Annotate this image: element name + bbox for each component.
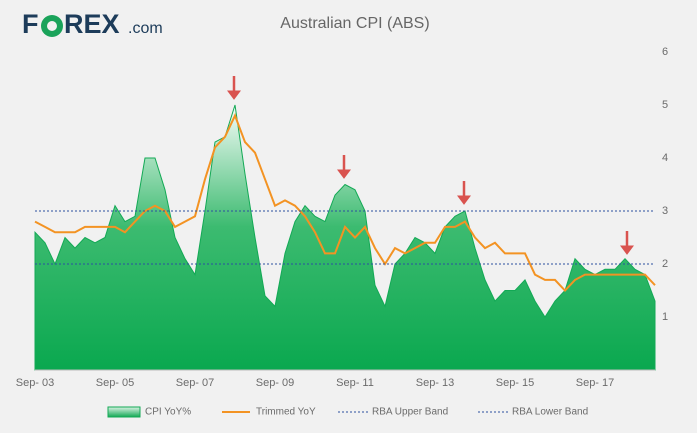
x-tick-label: Sep- 13 [416,377,455,389]
x-tick-label: Sep- 15 [496,377,535,389]
x-tick-label: Sep- 07 [176,377,215,389]
arrow-head [620,245,634,255]
chart-title: Australian CPI (ABS) [280,15,429,32]
logo-rest: REX [64,9,120,39]
y-tick-label: 2 [662,258,668,270]
y-tick-label: 1 [662,311,668,323]
arrow-head [457,195,471,205]
legend-label: RBA Upper Band [372,407,448,418]
legend-swatch [107,406,141,418]
y-tick-label: 3 [662,205,668,217]
x-tick-label: Sep- 05 [96,377,135,389]
plot: 1 2 3 4 5 6 Sep- 03 Sep- 05 Sep- 07 Sep- 09 Sep- 1… [16,46,668,389]
logo-lead: F [22,9,39,39]
x-tick-label: Sep- 17 [576,377,615,389]
legend-label: Trimmed YoY [256,407,316,418]
cpi-area [34,104,656,371]
logo-icon-hole [47,21,57,31]
legend-label: RBA Lower Band [512,407,588,418]
y-tick-label: 5 [662,99,668,111]
logo: F REX .com [22,9,163,39]
arrows [227,76,634,255]
y-tick-label: 6 [662,46,668,58]
x-tick-label: Sep- 03 [16,377,55,389]
arrow-head [227,90,241,100]
legend-label: CPI YoY% [145,407,191,418]
trimmed-line [34,113,656,292]
legend: CPI YoY% Trimmed YoY RBA Upper Band RBA Low… [107,406,588,418]
arrow-head [337,169,351,179]
x-tick-label: Sep- 11 [336,377,374,389]
logo-suffix: .com [128,20,163,37]
y-tick-label: 4 [662,152,668,164]
x-tick-label: Sep- 09 [256,377,295,389]
